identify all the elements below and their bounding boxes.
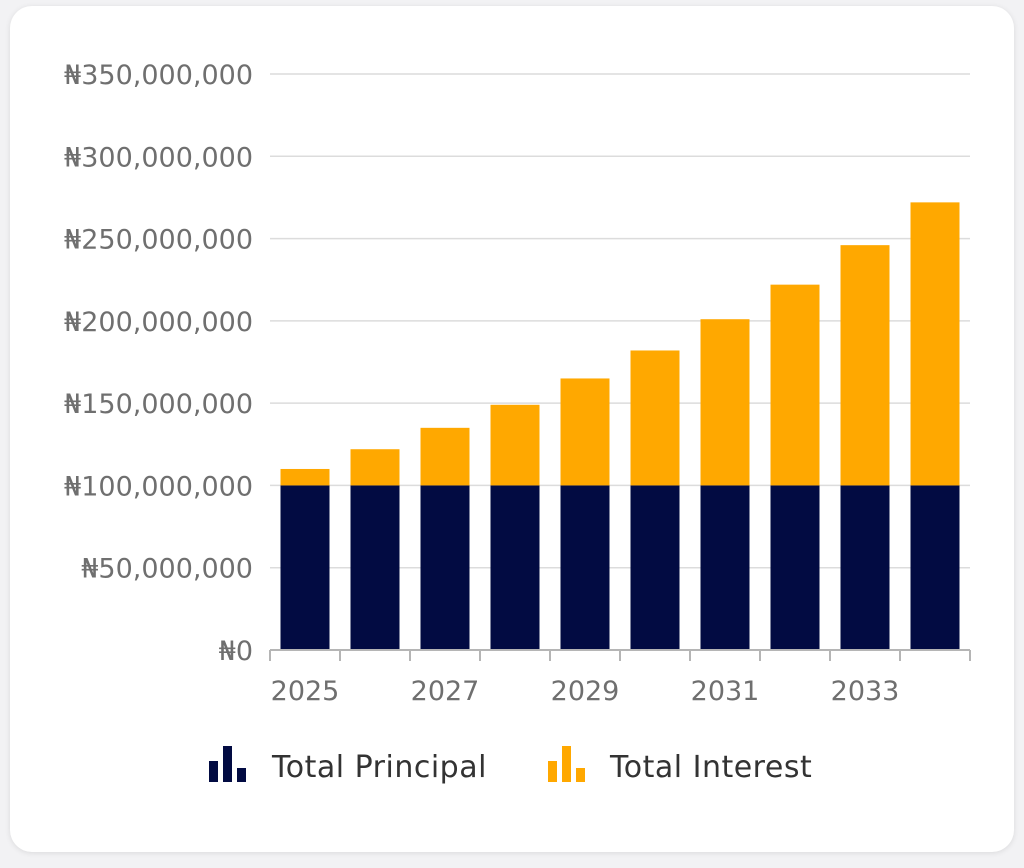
bar-total-principal[interactable] — [350, 485, 400, 650]
y-tick-label: ₦250,000,000 — [64, 225, 253, 256]
bar-total-interest[interactable] — [770, 284, 820, 486]
bar-total-interest[interactable] — [910, 202, 960, 486]
y-axis-labels: ₦0 ₦50,000,000 ₦100,000,000 ₦150,000,000 ₦20… — [64, 60, 253, 667]
legend: Total Principal Total Interest — [209, 746, 812, 785]
y-tick-label: ₦150,000,000 — [64, 389, 253, 420]
legend-item-total-principal[interactable]: Total Principal — [271, 750, 487, 785]
legend-item-total-interest[interactable]: Total Interest — [609, 750, 812, 785]
bar-total-principal[interactable] — [420, 485, 470, 650]
y-tick-label: ₦0 — [219, 636, 253, 667]
bars — [280, 202, 960, 650]
bar-total-interest[interactable] — [630, 350, 680, 486]
legend-label: Total Interest — [609, 750, 812, 785]
bar-total-interest[interactable] — [280, 468, 330, 486]
x-tick-label: 2025 — [271, 676, 340, 707]
bar-total-principal[interactable] — [840, 485, 890, 650]
bar-total-interest[interactable] — [490, 404, 540, 486]
y-tick-label: ₦200,000,000 — [64, 307, 253, 338]
legend-label: Total Principal — [271, 750, 487, 785]
y-tick-label: ₦350,000,000 — [64, 60, 253, 91]
bar-total-principal[interactable] — [700, 485, 750, 650]
bar-total-interest[interactable] — [700, 319, 750, 486]
bar-total-principal[interactable] — [630, 485, 680, 650]
bar-total-interest[interactable] — [350, 449, 400, 486]
y-tick-label: ₦100,000,000 — [64, 471, 253, 502]
y-tick-label: ₦50,000,000 — [81, 554, 253, 585]
x-tick-label: 2029 — [551, 676, 620, 707]
bar-total-interest[interactable] — [840, 245, 890, 486]
bar-chart-icon — [209, 746, 246, 782]
bar-total-principal[interactable] — [560, 485, 610, 650]
bar-total-principal[interactable] — [770, 485, 820, 650]
y-tick-label: ₦300,000,000 — [64, 142, 253, 173]
x-axis-labels: 2025 2027 2029 2031 2033 — [271, 676, 900, 707]
x-axis — [269, 649, 971, 661]
bar-total-principal[interactable] — [490, 485, 540, 650]
bar-total-principal[interactable] — [910, 485, 960, 650]
bar-total-principal[interactable] — [280, 485, 330, 650]
bar-total-interest[interactable] — [560, 378, 610, 486]
x-tick-label: 2031 — [691, 676, 760, 707]
bar-total-interest[interactable] — [420, 427, 470, 486]
x-tick-label: 2027 — [411, 676, 480, 707]
x-tick-label: 2033 — [831, 676, 900, 707]
bar-chart-icon — [548, 746, 585, 782]
